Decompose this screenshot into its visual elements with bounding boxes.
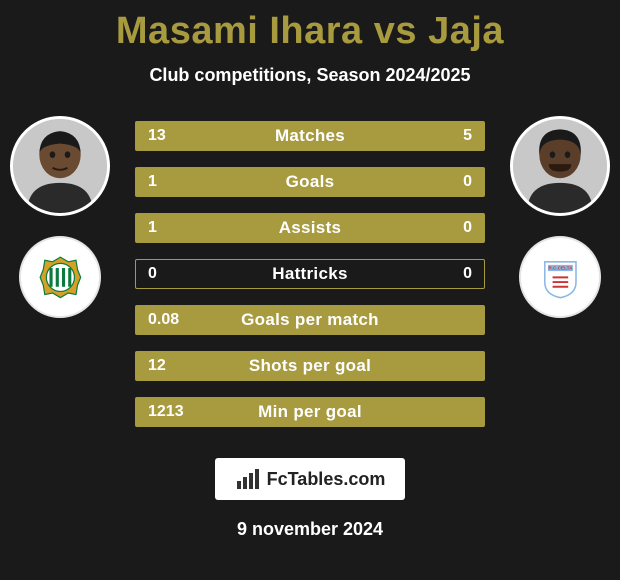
stat-bar: 10Assists (135, 213, 485, 243)
stat-label: Min per goal (136, 398, 484, 426)
subtitle: Club competitions, Season 2024/2025 (0, 65, 620, 86)
player2-name: Jaja (428, 10, 504, 52)
player1-name: Masami Ihara (116, 10, 363, 52)
player1-club-badge (19, 236, 101, 318)
comparison-title: Masami Ihara vs Jaja (0, 0, 620, 53)
footer-date: 9 november 2024 (0, 519, 620, 540)
stat-label: Goals per match (136, 306, 484, 334)
stat-label: Shots per goal (136, 352, 484, 380)
player1-avatar (10, 116, 110, 216)
stat-bars: 135Matches 10Goals 10Assists 00Hattricks 0.0… (135, 121, 485, 427)
stat-label: Goals (136, 168, 484, 196)
fctables-logo: FcTables.com (215, 458, 405, 500)
svg-text:R.C.CELTA: R.C.CELTA (548, 265, 573, 270)
vs-text: vs (374, 10, 417, 52)
right-column: R.C.CELTA (505, 116, 615, 318)
content-area: R.C.CELTA 135Matches 10Goals 10Assists 00Ha… (0, 116, 620, 456)
stat-label: Assists (136, 214, 484, 242)
stat-bar: 00Hattricks (135, 259, 485, 289)
player2-club-badge: R.C.CELTA (519, 236, 601, 318)
stat-bar: 135Matches (135, 121, 485, 151)
player2-avatar (510, 116, 610, 216)
fctables-text: FcTables.com (267, 469, 386, 490)
fctables-icon (235, 467, 261, 491)
left-column (5, 116, 115, 318)
stat-label: Matches (136, 122, 484, 150)
stat-bar: 12Shots per goal (135, 351, 485, 381)
stat-bar: 10Goals (135, 167, 485, 197)
stat-bar: 1213Min per goal (135, 397, 485, 427)
stat-label: Hattricks (136, 260, 484, 288)
stat-bar: 0.08Goals per match (135, 305, 485, 335)
